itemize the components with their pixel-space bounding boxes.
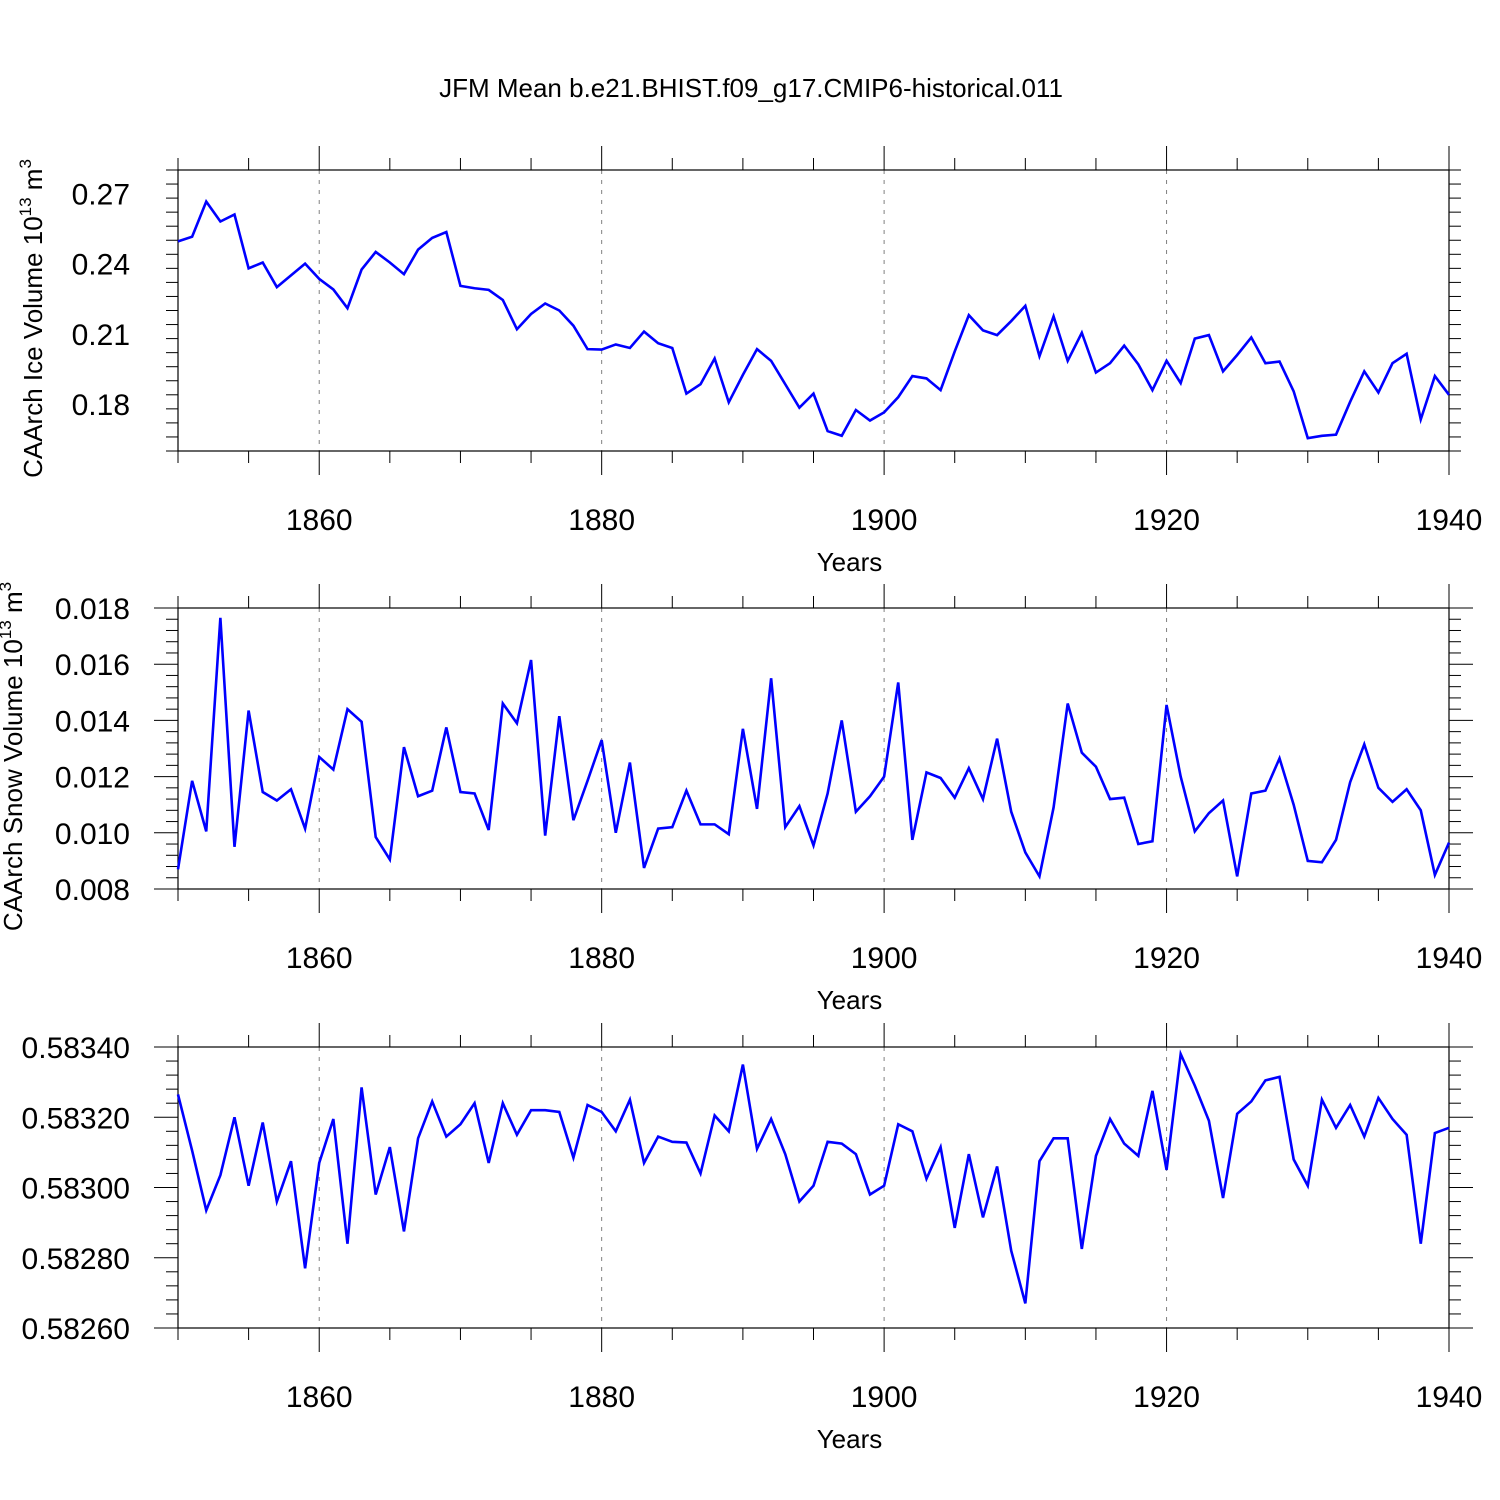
x-tick-label: 1920 <box>1133 504 1200 537</box>
series-line-third-panel <box>176 1049 1450 1304</box>
panel-ice-volume: 1860 1880 1900 1920 1940 Years 0.18 0.21 0.24 0.2… <box>16 146 1482 577</box>
y-tick-label: 0.58260 <box>22 1313 130 1346</box>
x-tick-label: 1880 <box>568 504 635 537</box>
series-line-ice-volume <box>177 198 1451 440</box>
x-tick-label: 1880 <box>568 1381 635 1414</box>
x-tick-label: 1940 <box>1416 504 1483 537</box>
y-tick-label: 0.012 <box>55 762 130 795</box>
y-tick-label: 0.58320 <box>22 1102 130 1135</box>
plot-frame <box>177 169 1450 452</box>
x-tick-label: 1940 <box>1416 942 1483 975</box>
y-tick-label: 0.008 <box>55 874 130 907</box>
y-axis-label: CAArch Snow Volume 1013 m3 <box>0 582 28 931</box>
y-tick-label: 0.27 <box>72 178 130 211</box>
panel-snow-volume: 1860 1880 1900 1920 1940 Years 0.008 0.010 0.012… <box>0 582 1482 1015</box>
x-tick-label: 1900 <box>851 1381 918 1414</box>
y-tick-label: 0.016 <box>55 649 130 682</box>
x-axis-label: Years <box>817 985 883 1015</box>
y-axis-label: CAArch Ice Volume 1013 m3 <box>16 159 48 478</box>
y-tick-label: 0.014 <box>55 705 130 738</box>
y-tick-label: 0.018 <box>55 593 130 626</box>
x-tick-label: 1920 <box>1133 1381 1200 1414</box>
x-axis-label: Years <box>817 547 883 577</box>
x-tick-label: 1860 <box>286 942 353 975</box>
x-tick-label: 1860 <box>286 1381 353 1414</box>
series-line-snow-volume <box>176 617 1451 880</box>
y-tick-label: 0.58280 <box>22 1243 130 1276</box>
x-tick-label: 1900 <box>851 504 918 537</box>
x-tick-label: 1900 <box>851 942 918 975</box>
x-tick-label: 1920 <box>1133 942 1200 975</box>
y-tick-label: 0.58300 <box>22 1173 130 1206</box>
panel-third-panel: 1860 1880 1900 1920 1940 Years 0.58260 0.58280 0… <box>22 1023 1483 1454</box>
y-tick-label: 0.010 <box>55 818 130 851</box>
x-axis-label: Years <box>817 1424 883 1454</box>
chart-title: JFM Mean b.e21.BHIST.f09_g17.CMIP6-histo… <box>439 73 1063 103</box>
x-tick-label: 1860 <box>286 504 353 537</box>
x-tick-label: 1880 <box>568 942 635 975</box>
y-tick-label: 0.18 <box>72 389 130 422</box>
panels-group: 1860 1880 1900 1920 1940 Years 0.18 0.21 0.24 0.2… <box>0 146 1482 1454</box>
y-tick-label: 0.24 <box>72 249 130 282</box>
y-tick-label: 0.21 <box>72 319 130 352</box>
x-tick-label: 1940 <box>1416 1381 1483 1414</box>
y-tick-label: 0.58340 <box>22 1032 130 1065</box>
